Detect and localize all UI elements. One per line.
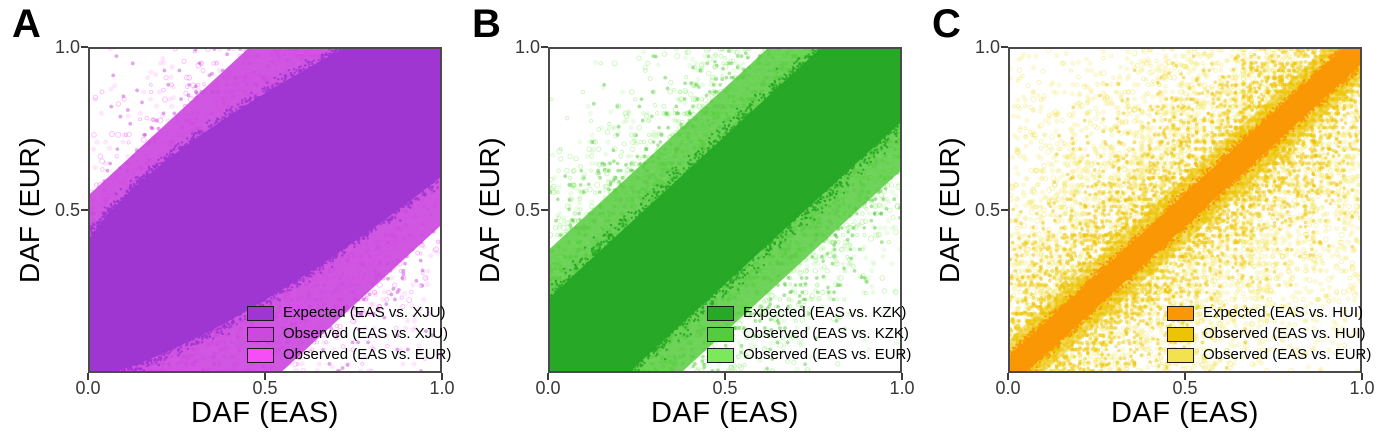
legend-swatch-expected: [1167, 305, 1194, 321]
legend-row-expected: Expected (EAS vs. HUI): [1167, 305, 1371, 321]
x-tick-mark: [1007, 373, 1009, 380]
x-tick-mark: [724, 373, 726, 380]
legend-label: Expected (EAS vs. HUI): [1203, 304, 1364, 321]
legend-swatch-observed-pop: [247, 326, 274, 342]
panel-b: B DAF (EUR) 1.0 0.5 Expected (EAS vs. KZ…: [460, 0, 920, 445]
legend-row-observed-eur: Observed (EAS vs. EUR): [1167, 347, 1371, 363]
legend-label: Observed (EAS vs. EUR): [743, 346, 912, 363]
legend: Expected (EAS vs. XJU) Observed (EAS vs.…: [247, 305, 451, 363]
y-tick-mark: [81, 209, 88, 211]
legend-swatch-observed-eur: [707, 347, 734, 363]
x-tick-mark: [87, 373, 89, 380]
y-tick-label-1.0: 1.0: [514, 37, 540, 57]
x-tick-label-0.0: 0.0: [995, 378, 1021, 398]
y-tick-mark: [541, 209, 548, 211]
y-tick-label-0.5: 0.5: [974, 200, 1000, 220]
legend-swatch-expected: [707, 305, 734, 321]
y-tick-label-1.0: 1.0: [974, 37, 1000, 57]
legend-label: Expected (EAS vs. XJU): [283, 304, 446, 321]
legend-swatch-observed-pop: [1167, 326, 1194, 342]
x-tick-mark: [547, 373, 549, 380]
x-tick-label-0.5: 0.5: [1172, 378, 1198, 398]
legend-row-observed-eur: Observed (EAS vs. EUR): [707, 347, 911, 363]
x-axis-title: DAF (EAS): [191, 397, 339, 429]
legend-row-observed-pop: Observed (EAS vs. KZK): [707, 326, 911, 342]
legend-swatch-observed-pop: [707, 326, 734, 342]
legend-label: Observed (EAS vs. XJU): [283, 325, 449, 342]
y-tick-label-1.0: 1.0: [54, 37, 80, 57]
plot-frame: Expected (EAS vs. HUI) Observed (EAS vs.…: [1008, 47, 1371, 373]
x-axis-title: DAF (EAS): [1111, 397, 1259, 429]
x-tick-label-0.5: 0.5: [712, 378, 738, 398]
legend-swatch-observed-eur: [1167, 347, 1194, 363]
x-tick-label-0.5: 0.5: [252, 378, 278, 398]
x-tick-mark: [1184, 373, 1186, 380]
panel-label: B: [472, 2, 501, 46]
legend-row-expected: Expected (EAS vs. XJU): [247, 305, 451, 321]
plot-frame: Expected (EAS vs. KZK) Observed (EAS vs.…: [548, 47, 911, 373]
y-tick-mark: [1001, 209, 1008, 211]
x-tick-mark: [441, 373, 443, 380]
legend-row-observed-pop: Observed (EAS vs. XJU): [247, 326, 451, 342]
y-tick-label-0.5: 0.5: [54, 200, 80, 220]
panel-c: C DAF (EUR) 1.0 0.5 Expected (EAS vs. HU…: [920, 0, 1379, 445]
legend-label: Observed (EAS vs. EUR): [1203, 346, 1372, 363]
legend-swatch-observed-eur: [247, 347, 274, 363]
legend-label: Expected (EAS vs. KZK): [743, 304, 907, 321]
legend-row-observed-eur: Observed (EAS vs. EUR): [247, 347, 451, 363]
legend: Expected (EAS vs. HUI) Observed (EAS vs.…: [1167, 305, 1371, 363]
legend-label: Observed (EAS vs. EUR): [283, 346, 452, 363]
legend: Expected (EAS vs. KZK) Observed (EAS vs.…: [707, 305, 911, 363]
y-tick-mark: [1001, 46, 1008, 48]
y-tick-mark: [541, 46, 548, 48]
legend-label: Observed (EAS vs. KZK): [743, 325, 909, 342]
x-tick-label-0.0: 0.0: [535, 378, 561, 398]
x-tick-mark: [1361, 373, 1363, 380]
x-axis-title: DAF (EAS): [651, 397, 799, 429]
y-tick-mark: [81, 46, 88, 48]
legend-swatch-expected: [247, 305, 274, 321]
x-tick-label-0.0: 0.0: [75, 378, 101, 398]
y-tick-label-0.5: 0.5: [514, 200, 540, 220]
x-tick-label-1.0: 1.0: [429, 378, 455, 398]
legend-label: Observed (EAS vs. HUI): [1203, 325, 1366, 342]
legend-row-expected: Expected (EAS vs. KZK): [707, 305, 911, 321]
plot-frame: Expected (EAS vs. XJU) Observed (EAS vs.…: [88, 47, 451, 373]
panel-a: A DAF (EUR) 1.0 0.5 Expected (EAS vs. XJ…: [0, 0, 460, 445]
x-tick-mark: [264, 373, 266, 380]
legend-row-observed-pop: Observed (EAS vs. HUI): [1167, 326, 1371, 342]
x-tick-label-1.0: 1.0: [889, 378, 915, 398]
x-tick-label-1.0: 1.0: [1349, 378, 1375, 398]
panel-label: A: [12, 2, 41, 46]
panel-label: C: [932, 2, 961, 46]
x-tick-mark: [901, 373, 903, 380]
